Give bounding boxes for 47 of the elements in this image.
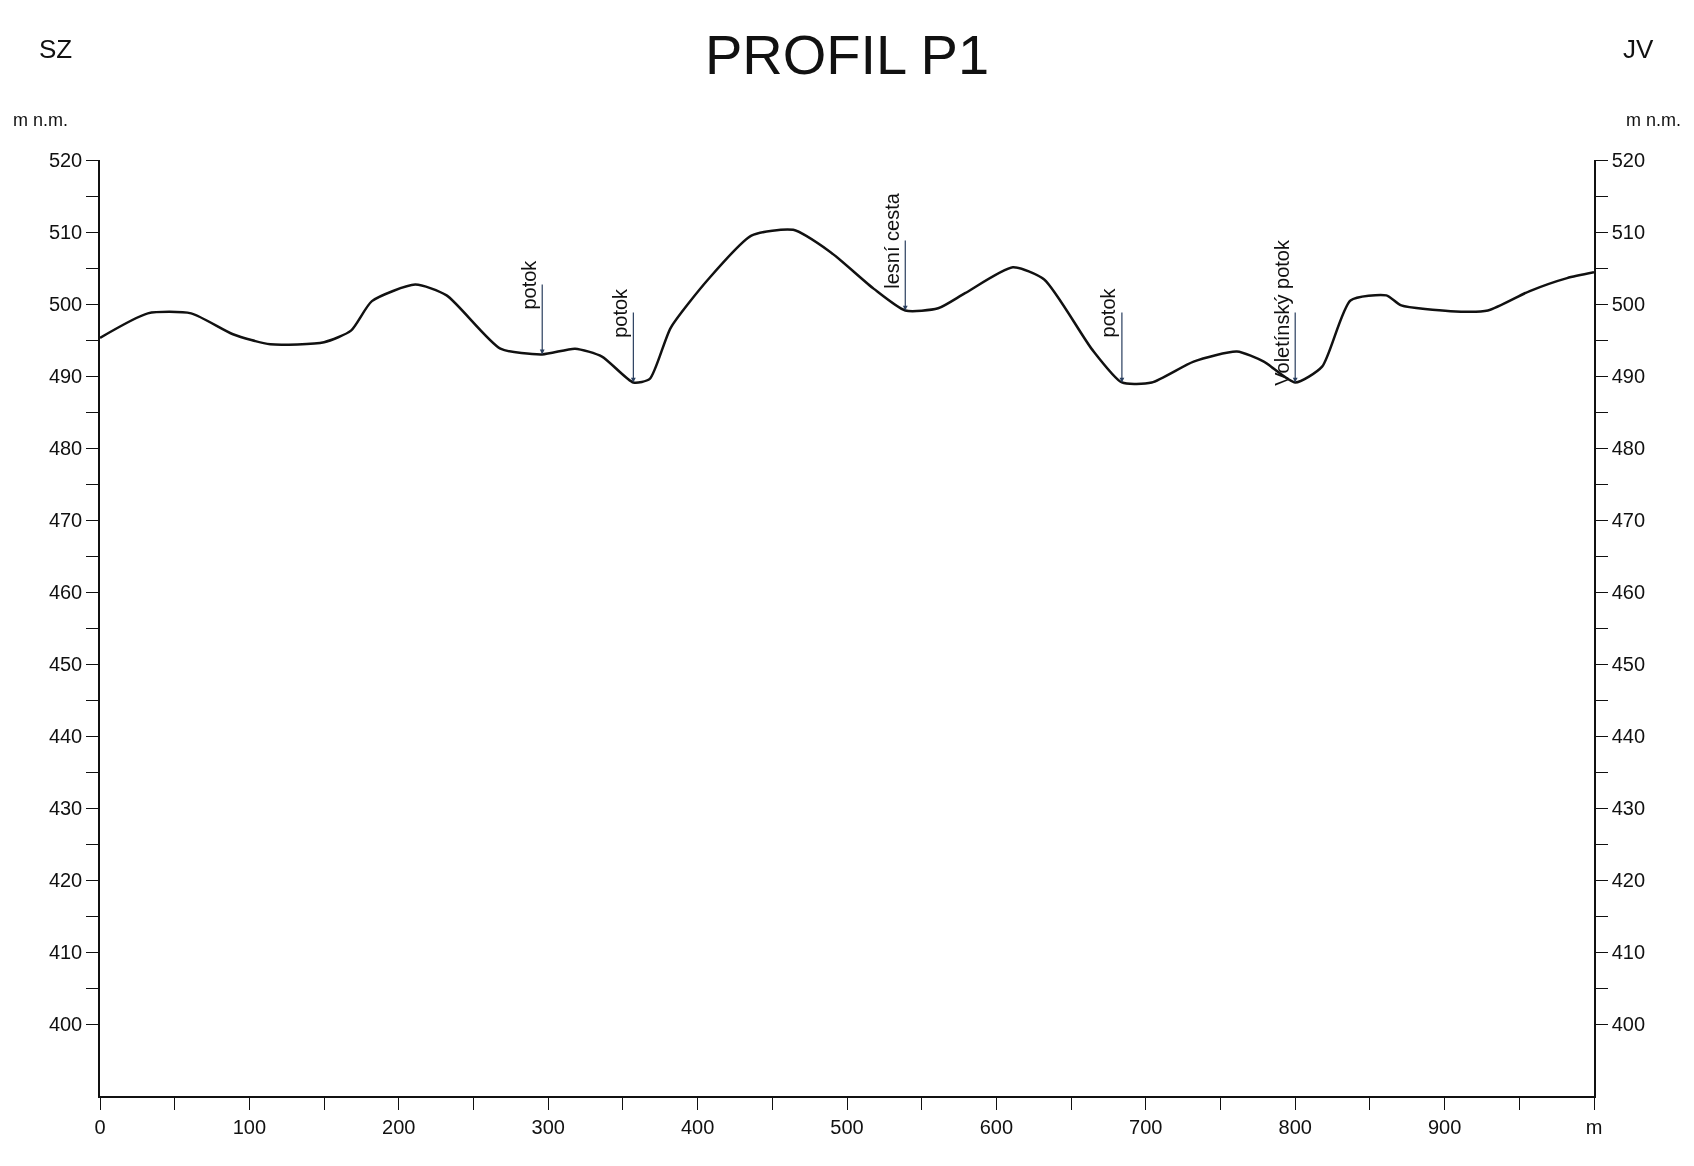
y-tick-label: 420 [48, 869, 83, 891]
y-tick-label: 400 [48, 1013, 83, 1035]
annotation: lesní cesta [880, 192, 903, 289]
x-tick-label: 200 [382, 1115, 416, 1138]
x-tick-label: 900 [1427, 1115, 1462, 1138]
y2-tick-label: 450 [1611, 653, 1646, 675]
y2-tick-label: 420 [1611, 869, 1646, 891]
x-tick-label: 700 [1129, 1115, 1163, 1138]
y2-axis-title: m n.m. [1626, 110, 1682, 130]
annotation: potok [608, 287, 631, 338]
y-tick-label: 440 [48, 725, 83, 747]
y-tick-label: 520 [48, 149, 83, 171]
x-tick-label: 800 [1278, 1115, 1312, 1138]
y2-tick-label: 500 [1611, 293, 1646, 315]
text: JV [1623, 34, 1654, 64]
y2-tick-label: 510 [1611, 221, 1646, 243]
y2-tick-label: 430 [1611, 797, 1646, 819]
x-tick-label: 0 [94, 1115, 106, 1138]
x-tick-label: 500 [830, 1115, 864, 1138]
y-tick-label: 490 [48, 365, 83, 387]
y2-tick-label: 460 [1611, 581, 1646, 603]
annotation: potok [1097, 287, 1120, 338]
x-tick-label: 600 [979, 1115, 1014, 1138]
y2-tick-label: 410 [1611, 941, 1646, 963]
chart-title: PROFIL P1 [704, 23, 990, 87]
y2-tick-label: 480 [1611, 437, 1646, 459]
y2-tick-label: 400 [1611, 1013, 1646, 1035]
x-tick-label: m [1585, 1115, 1603, 1138]
y2-tick-label: 520 [1611, 149, 1646, 171]
y-tick-label: 510 [48, 221, 83, 243]
x-tick-label: 300 [531, 1115, 565, 1138]
y2-tick-label: 470 [1611, 509, 1646, 531]
text: SZ [39, 34, 73, 64]
y-tick-label: 500 [48, 293, 83, 315]
annotation: Voletínský potok [1270, 239, 1293, 386]
annotation: potok [517, 259, 540, 310]
y-tick-label: 470 [48, 509, 83, 531]
x-tick-label: 100 [232, 1115, 267, 1138]
y-tick-label: 450 [48, 653, 83, 675]
y-tick-label: 430 [48, 797, 83, 819]
y2-tick-label: 440 [1611, 725, 1646, 747]
y-axis-title: m n.m. [13, 110, 69, 130]
y-tick-label: 460 [48, 581, 83, 603]
x-tick-label: 400 [680, 1115, 715, 1138]
y2-tick-label: 490 [1611, 365, 1646, 387]
y-tick-label: 480 [48, 437, 83, 459]
y-tick-label: 410 [48, 941, 83, 963]
